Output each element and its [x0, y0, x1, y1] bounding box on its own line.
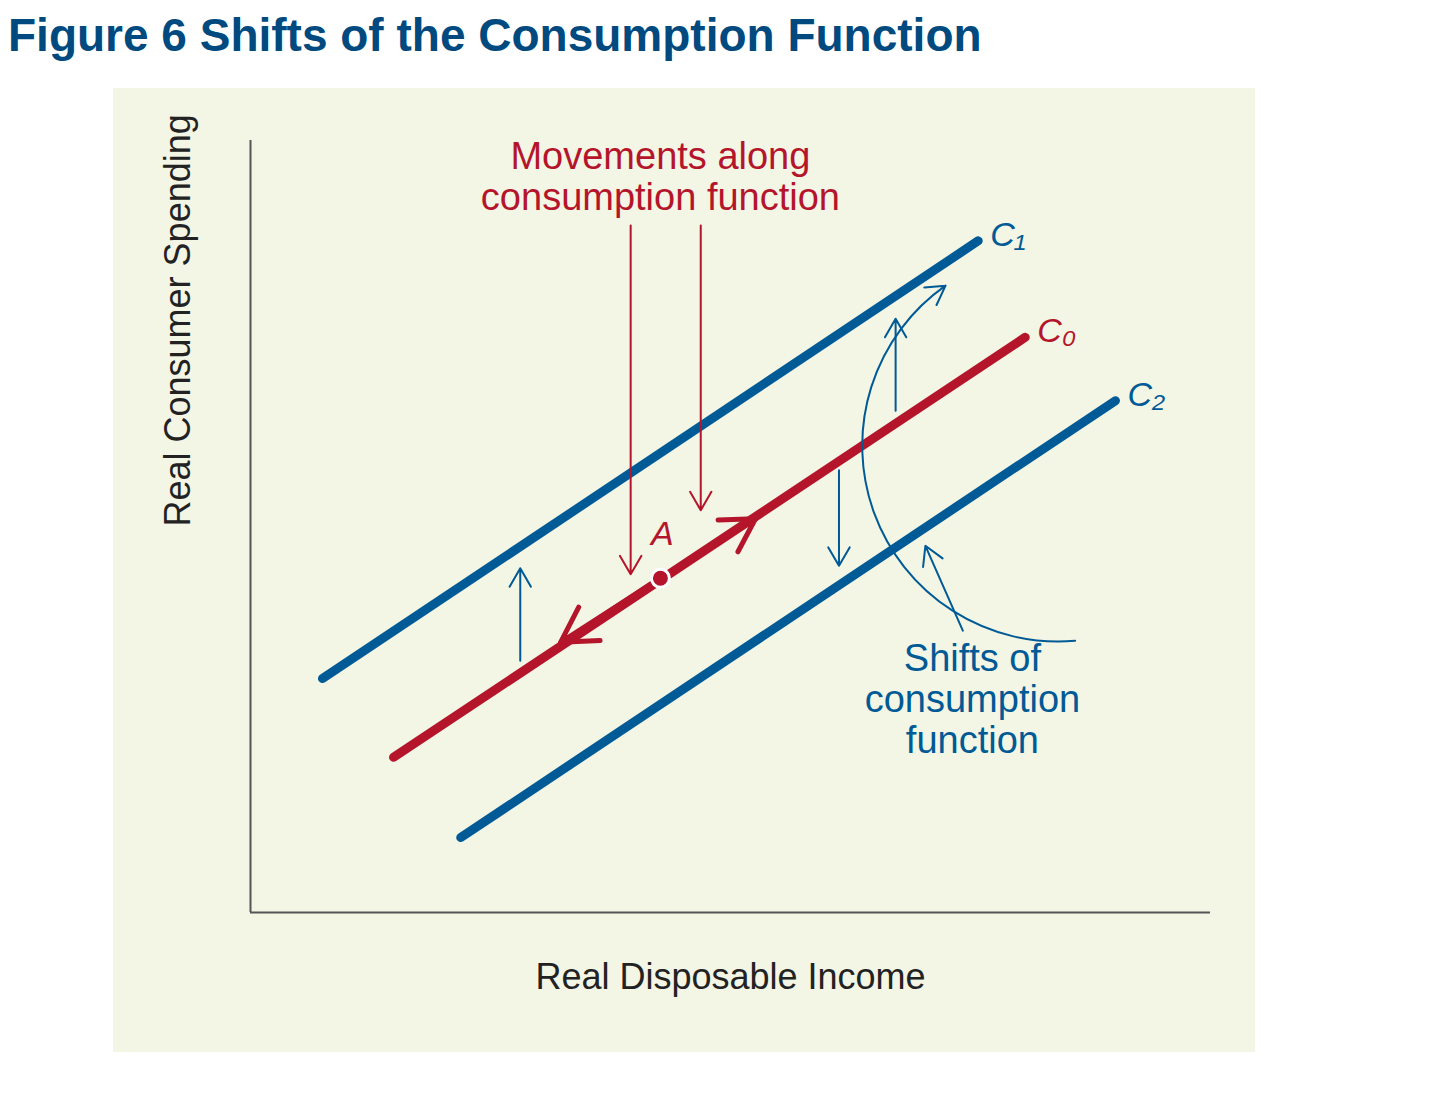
svg-text:Movements alongconsumption fun: Movements alongconsumption function	[481, 135, 840, 218]
svg-text:A: A	[649, 514, 674, 552]
svg-text:Shifts ofconsumptionfunction: Shifts ofconsumptionfunction	[865, 637, 1080, 761]
svg-text:C₀: C₀	[1037, 311, 1076, 349]
svg-text:Real Disposable Income: Real Disposable Income	[535, 956, 925, 997]
svg-text:Real Consumer Spending: Real Consumer Spending	[157, 114, 198, 526]
svg-text:C₁: C₁	[990, 215, 1025, 253]
html-text:Figure 6 Shifts of the Consump: Figure 6 Shifts of the Consumption Funct…	[8, 9, 982, 61]
svg-text:C₂: C₂	[1127, 375, 1165, 413]
